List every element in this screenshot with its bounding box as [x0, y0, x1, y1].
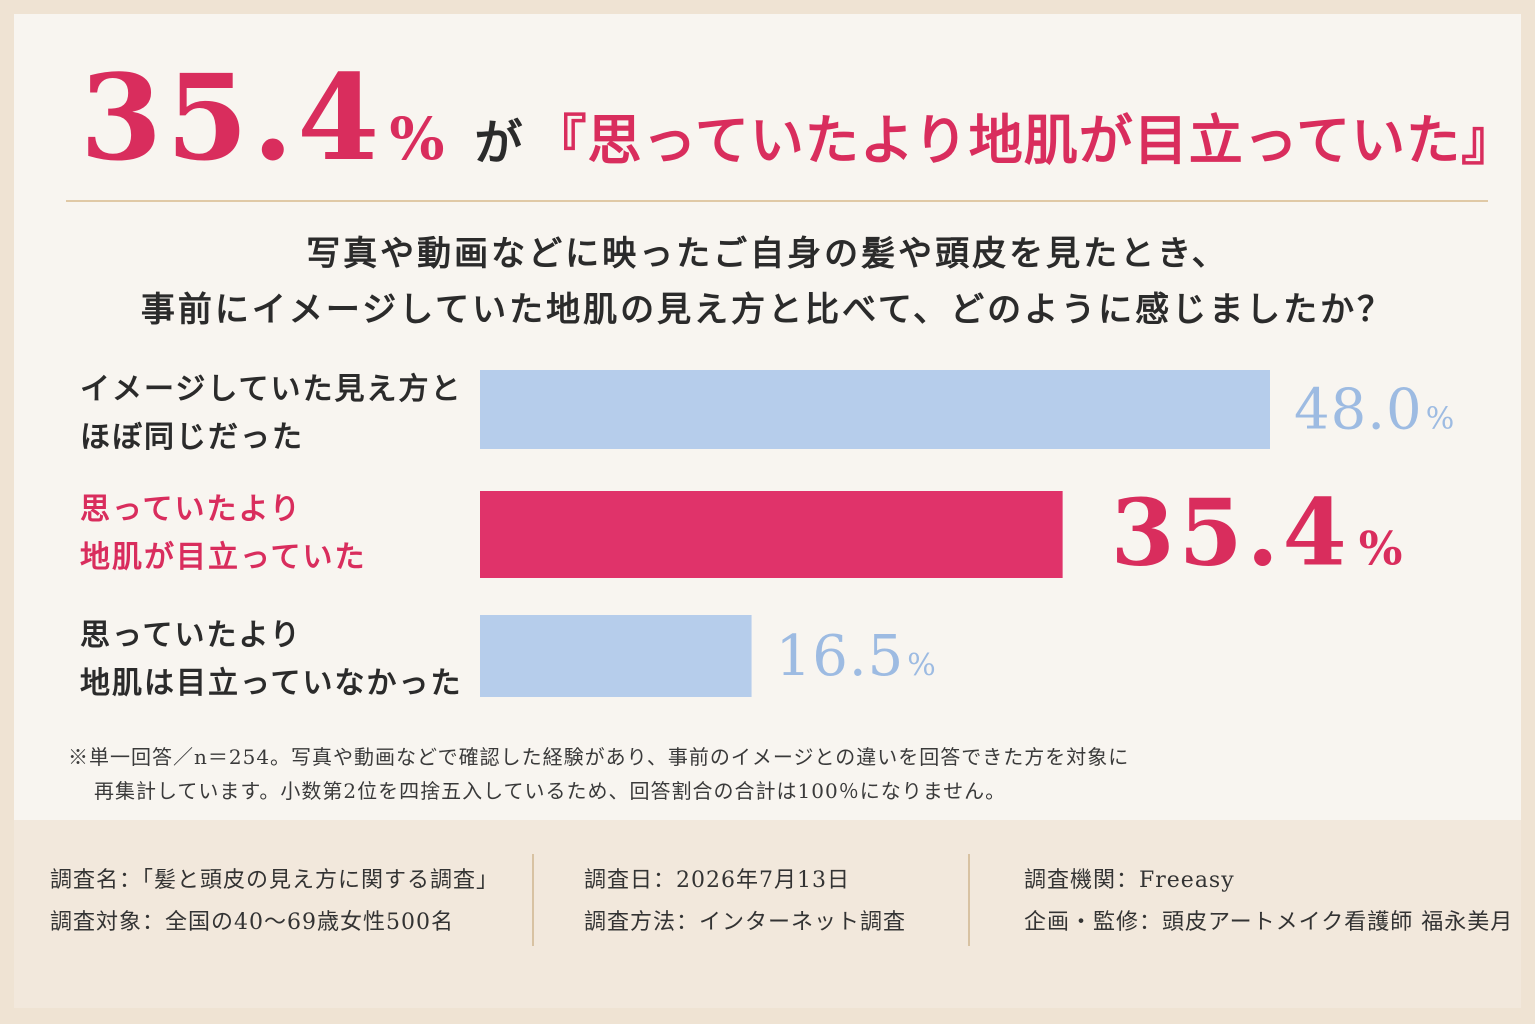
footnote-line-2: 再集計しています。小数第2位を四捨五入しているため、回答割合の合計は100％にな…: [94, 779, 1007, 803]
bar-2: [480, 615, 752, 697]
category-label-line: 地肌が目立っていた: [80, 540, 367, 575]
footer-separator: [968, 854, 970, 946]
question-line-2: 事前にイメージしていた地肌の見え方と比べて、どのように感じましたか？: [140, 290, 1395, 330]
survey-method: 調査方法：インターネット調査: [584, 910, 907, 935]
survey-name: 調査名：「髪と頭皮の見え方に関する調査」: [50, 868, 500, 893]
headline-unit: %: [389, 105, 445, 173]
headline-quote: 『思っていたより地肌が目立っていた』: [532, 108, 1517, 172]
value-label-2: 16.5%: [776, 624, 936, 689]
survey-question: 写真や動画などに映ったご自身の髪や頭皮を見たとき、 事前にイメージしていた地肌の…: [60, 226, 1475, 338]
value-label-1: 35.4%: [1111, 479, 1403, 587]
value-label-0: 48.0%: [1294, 378, 1454, 443]
survey-info-footer: 調査名：「髪と頭皮の見え方に関する調査」 調査対象：全国の40～69歳女性500…: [14, 820, 1521, 1008]
supervisor: 企画・監修：頭皮アートメイク看護師 福永美月: [1024, 910, 1514, 935]
category-label-line: 思っていたより: [80, 618, 302, 653]
headline: 35.4 % が 『思っていたより地肌が目立っていた』: [80, 48, 1515, 187]
survey-info-col-3: 調査機関：Freeasy 企画・監修：頭皮アートメイク看護師 福永美月: [1024, 860, 1513, 944]
headline-value: 35.4: [80, 48, 384, 187]
category-label-line: 地肌は目立っていなかった: [80, 666, 463, 701]
survey-date: 調査日：2026年7月13日: [584, 868, 850, 893]
footnote: ※単一回答／n＝254。写真や動画などで確認した経験があり、事前のイメージとの違…: [68, 740, 1129, 808]
category-label-less-visible: 思っていたより 地肌は目立っていなかった: [80, 612, 463, 708]
bar-1: [480, 491, 1063, 578]
category-label-more-visible: 思っていたより 地肌が目立っていた: [80, 486, 367, 582]
survey-org: 調査機関：Freeasy: [1024, 868, 1235, 893]
category-label-line: ほぼ同じだった: [80, 420, 304, 455]
survey-target: 調査対象：全国の40～69歳女性500名: [50, 910, 454, 935]
headline-divider: [66, 200, 1488, 202]
survey-info-col-1: 調査名：「髪と頭皮の見え方に関する調査」 調査対象：全国の40～69歳女性500…: [50, 860, 499, 944]
category-label-same: イメージしていた見え方と ほぼ同じだった: [80, 366, 463, 462]
footer-separator: [532, 854, 534, 946]
category-label-line: 思っていたより: [80, 492, 302, 527]
survey-info-col-2: 調査日：2026年7月13日 調査方法：インターネット調査: [584, 860, 906, 944]
headline-particle: が: [474, 115, 523, 171]
category-label-line: イメージしていた見え方と: [80, 372, 463, 407]
footnote-line-1: ※単一回答／n＝254。写真や動画などで確認した経験があり、事前のイメージとの違…: [68, 745, 1130, 769]
bar-0: [480, 370, 1270, 449]
question-line-1: 写真や動画などに映ったご自身の髪や頭皮を見たとき、: [306, 234, 1229, 274]
